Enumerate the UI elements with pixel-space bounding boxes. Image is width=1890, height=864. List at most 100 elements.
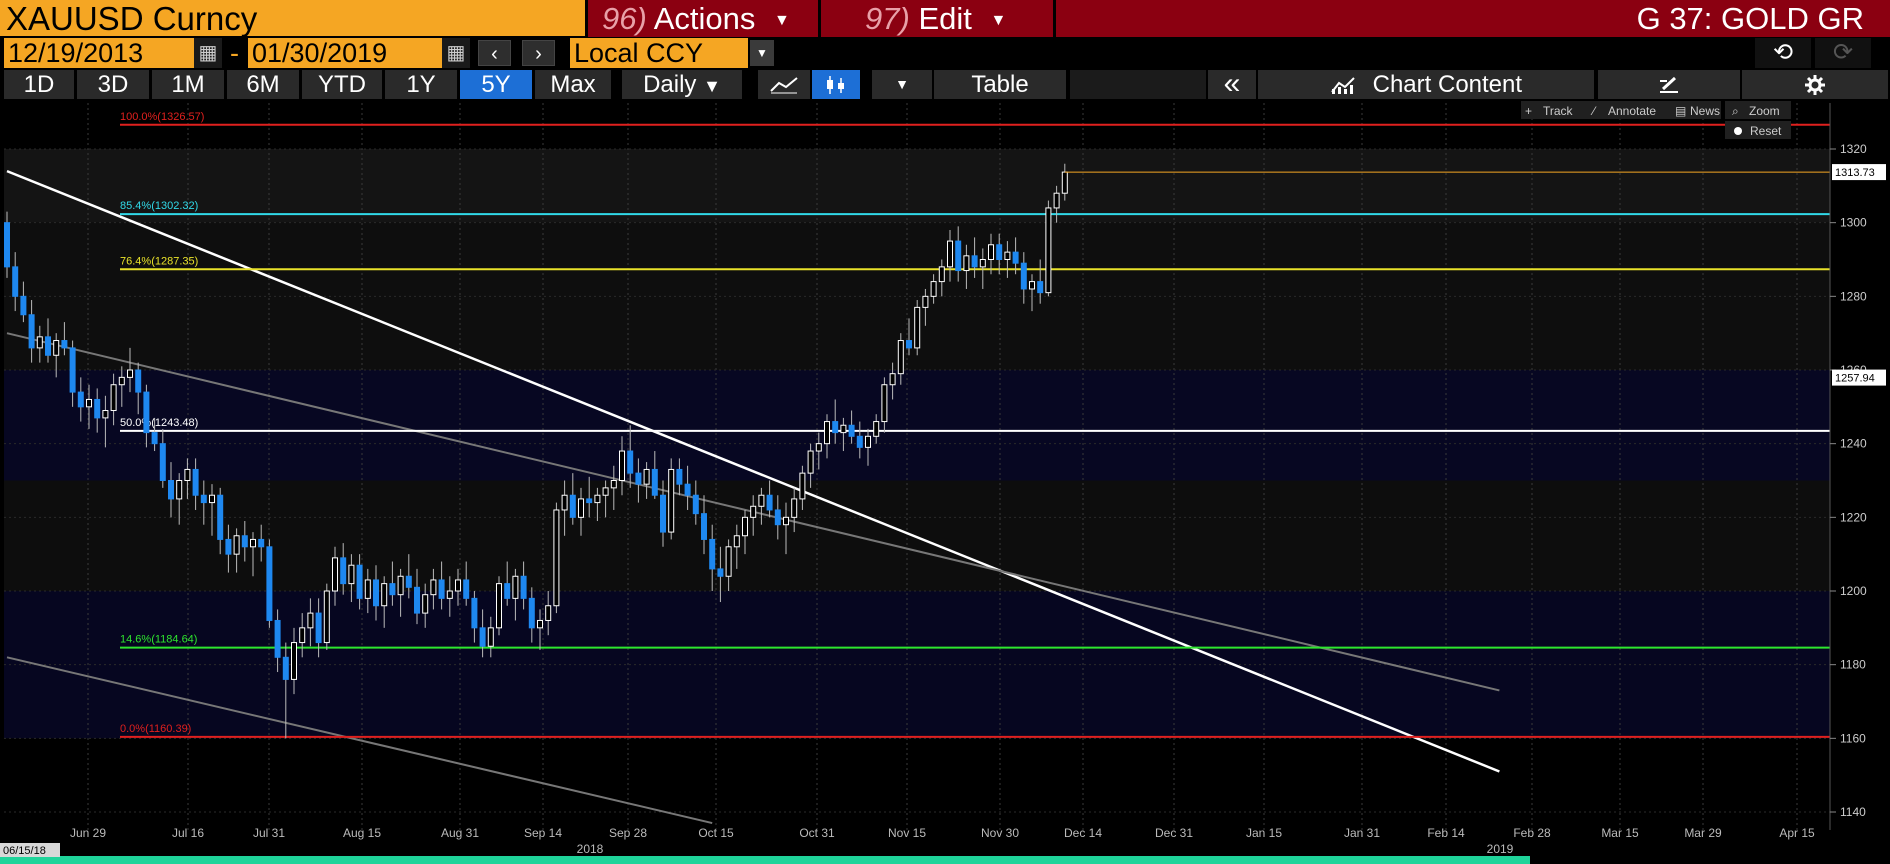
price-chart[interactable]: 100.0%(1326.57) 85.4%(1302.32) 76.4%(1287.… xyxy=(0,100,1890,864)
reset-button[interactable]: Reset xyxy=(1750,124,1782,138)
candle-body xyxy=(136,370,141,392)
candlestick-icon[interactable] xyxy=(812,70,860,99)
calendar-icon[interactable]: ▦ xyxy=(442,38,470,68)
candle-body xyxy=(570,495,575,517)
candle-body xyxy=(357,565,362,598)
chart-content-button[interactable]: Chart Content xyxy=(1258,70,1594,99)
candle-body xyxy=(374,580,379,606)
date-dash: - xyxy=(230,38,244,68)
undo-icon[interactable]: ⟲ xyxy=(1755,38,1811,68)
fib-level-label: 50.0%(1243.48) xyxy=(120,417,198,429)
chevron-left-icon[interactable]: ‹ xyxy=(478,40,511,66)
period-1y-button[interactable]: 1Y xyxy=(385,70,457,99)
security-ticker-field[interactable]: XAUUSD Curncy xyxy=(0,0,585,37)
candle-body xyxy=(874,422,879,437)
candle-body xyxy=(341,558,346,584)
candle-body xyxy=(866,436,871,447)
collapse-toolbar-button[interactable]: « xyxy=(1208,70,1256,99)
x-tick-label: Apr 15 xyxy=(1779,826,1815,840)
x-tick-label: Nov 30 xyxy=(981,826,1019,840)
candle-body xyxy=(292,643,297,680)
candle-body xyxy=(144,392,149,433)
crosshair-icon: + xyxy=(1525,104,1532,118)
x-tick-label: Jan 15 xyxy=(1246,826,1282,840)
period-ytd-button[interactable]: YTD xyxy=(302,70,382,99)
frequency-label: Daily xyxy=(643,71,696,98)
candle-body xyxy=(423,595,428,613)
chevron-down-icon: ▼ xyxy=(990,12,1006,29)
table-button[interactable]: Table xyxy=(934,70,1066,99)
x-tick-label: Dec 14 xyxy=(1064,826,1102,840)
candle-body xyxy=(242,536,247,547)
zoom-tool[interactable]: Zoom xyxy=(1749,104,1780,118)
candle-body xyxy=(759,495,764,506)
line-chart-icon[interactable] xyxy=(758,70,810,99)
candle-body xyxy=(251,539,256,546)
candle-body xyxy=(46,337,51,355)
candle-body xyxy=(398,576,403,594)
candle-body xyxy=(882,385,887,422)
candle-body xyxy=(464,580,469,598)
candle-body xyxy=(333,558,338,591)
candle-body xyxy=(661,495,666,532)
candle-body xyxy=(70,348,75,392)
annotate-tool[interactable]: Annotate xyxy=(1608,104,1656,118)
calendar-icon[interactable]: ▦ xyxy=(194,38,222,68)
candle-body xyxy=(152,433,157,444)
fib-level-label: 0.0%(1160.39) xyxy=(120,723,191,735)
range-slider[interactable] xyxy=(0,856,1530,864)
candle-body xyxy=(997,245,1002,260)
period-1d-button[interactable]: 1D xyxy=(4,70,74,99)
fib-level-label: 100.0%(1326.57) xyxy=(120,111,204,123)
gear-icon[interactable] xyxy=(1742,70,1888,99)
candle-body xyxy=(849,425,854,436)
y-tick-label: 1180 xyxy=(1840,658,1866,672)
redo-icon[interactable]: ⟳ xyxy=(1815,38,1871,68)
candle-body xyxy=(620,451,625,480)
track-tool[interactable]: Track xyxy=(1543,104,1574,118)
candle-body xyxy=(316,613,321,642)
candle-body xyxy=(365,580,370,598)
candle-body xyxy=(62,341,67,348)
edit-chart-icon[interactable] xyxy=(1598,70,1740,99)
frequency-dropdown[interactable]: Daily ▼ xyxy=(622,70,742,99)
period-5y-button[interactable]: 5Y xyxy=(460,70,532,99)
chart-type-dropdown[interactable]: ▼ xyxy=(872,70,932,99)
period-max-button[interactable]: Max xyxy=(535,70,611,99)
candle-body xyxy=(29,315,34,348)
candle-body xyxy=(939,267,944,282)
period-3d-button[interactable]: 3D xyxy=(77,70,149,99)
period-6m-button[interactable]: 6M xyxy=(227,70,299,99)
candle-body xyxy=(628,451,633,473)
chevron-down-icon: ▼ xyxy=(703,76,721,96)
candle-body xyxy=(1062,172,1067,193)
candle-body xyxy=(201,495,206,502)
candle-body xyxy=(210,495,215,502)
candle-body xyxy=(439,580,444,598)
end-date-field[interactable]: 01/30/2019 xyxy=(248,38,442,68)
currency-select[interactable]: Local CCY xyxy=(570,38,748,68)
candle-body xyxy=(1005,252,1010,259)
candle-body xyxy=(669,469,674,532)
x-tick-label: Mar 29 xyxy=(1684,826,1722,840)
candle-body xyxy=(521,576,526,598)
period-1m-button[interactable]: 1M xyxy=(152,70,224,99)
actions-menu[interactable]: 96) Actions ▼ xyxy=(588,0,818,37)
candle-body xyxy=(415,587,420,613)
candle-body xyxy=(833,422,838,433)
currency-dropdown-button[interactable]: ▼ xyxy=(750,40,774,66)
toolbar-blank-slot xyxy=(1070,70,1206,99)
candle-body xyxy=(980,260,985,267)
start-date-field[interactable]: 12/19/2013 xyxy=(4,38,194,68)
candle-body xyxy=(349,565,354,583)
candle-body xyxy=(275,620,280,657)
candle-body xyxy=(529,598,534,627)
candle-body xyxy=(907,341,912,348)
edit-menu[interactable]: 97) Edit ▼ xyxy=(821,0,1053,37)
candle-body xyxy=(595,495,600,502)
candle-body xyxy=(390,584,395,595)
marker-price-label: 1257.94 xyxy=(1835,373,1875,385)
news-tool[interactable]: News xyxy=(1690,104,1720,118)
chevron-right-icon[interactable]: › xyxy=(522,40,555,66)
candle-body xyxy=(177,481,182,499)
